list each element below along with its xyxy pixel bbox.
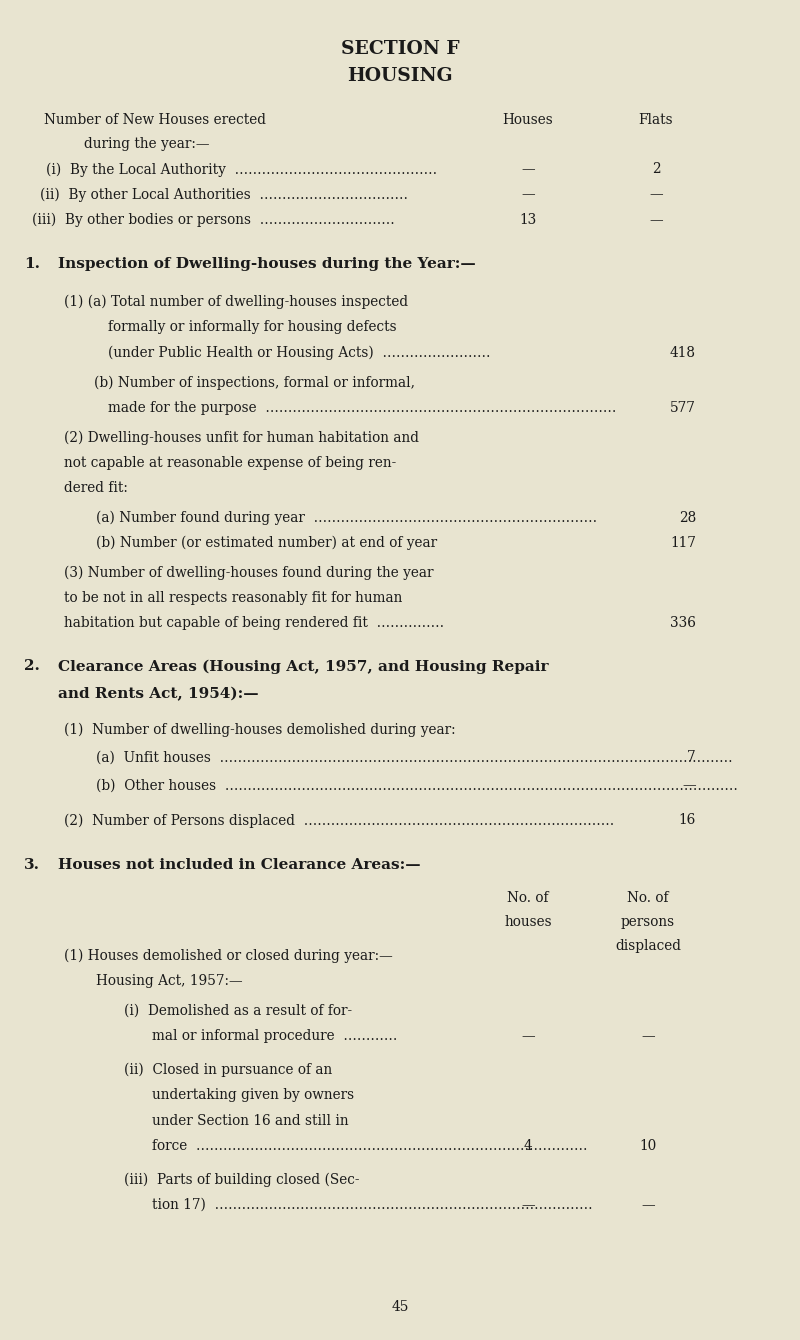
Text: displaced: displaced: [615, 939, 681, 953]
Text: Number of New Houses erected: Number of New Houses erected: [44, 113, 266, 126]
Text: dered fit:: dered fit:: [64, 481, 128, 494]
Text: 3.: 3.: [24, 858, 40, 871]
Text: Houses: Houses: [502, 113, 554, 126]
Text: (a)  Unfit houses  ……………………………………………………………………………………………………: (a) Unfit houses ………………………………………………………………: [96, 750, 733, 764]
Text: —: —: [641, 1198, 655, 1211]
Text: 577: 577: [670, 401, 696, 414]
Text: houses: houses: [504, 915, 552, 929]
Text: (2)  Number of Persons displaced  ……………………………………………………………: (2) Number of Persons displaced ………………………: [64, 813, 614, 828]
Text: (1) Houses demolished or closed during year:—: (1) Houses demolished or closed during y…: [64, 949, 393, 963]
Text: 16: 16: [678, 813, 696, 827]
Text: Inspection of Dwelling-houses during the Year:—: Inspection of Dwelling-houses during the…: [58, 257, 475, 271]
Text: —: —: [521, 1029, 535, 1043]
Text: Housing Act, 1957:—: Housing Act, 1957:—: [96, 974, 242, 988]
Text: made for the purpose  ……………………………………………………………………: made for the purpose ……………………………………………………: [108, 401, 616, 414]
Text: —: —: [649, 213, 663, 226]
Text: —: —: [521, 1198, 535, 1211]
Text: —: —: [649, 188, 663, 201]
Text: persons: persons: [621, 915, 675, 929]
Text: force  ……………………………………………………………………………: force ……………………………………………………………………………: [152, 1139, 587, 1152]
Text: —: —: [682, 779, 696, 792]
Text: HOUSING: HOUSING: [347, 67, 453, 84]
Text: SECTION F: SECTION F: [341, 40, 459, 58]
Text: 2: 2: [652, 162, 660, 176]
Text: Clearance Areas (Housing Act, 1957, and Housing Repair: Clearance Areas (Housing Act, 1957, and …: [58, 659, 548, 674]
Text: 7: 7: [687, 750, 696, 764]
Text: —: —: [521, 188, 535, 201]
Text: 117: 117: [670, 536, 696, 549]
Text: 1.: 1.: [24, 257, 40, 271]
Text: 13: 13: [519, 213, 537, 226]
Text: 45: 45: [391, 1300, 409, 1313]
Text: 10: 10: [639, 1139, 657, 1152]
Text: during the year:—: during the year:—: [84, 137, 210, 150]
Text: (1) (a) Total number of dwelling-houses inspected: (1) (a) Total number of dwelling-houses …: [64, 295, 408, 310]
Text: 4: 4: [524, 1139, 532, 1152]
Text: 2.: 2.: [24, 659, 40, 673]
Text: (ii)  By other Local Authorities  ……………………………: (ii) By other Local Authorities ………………………: [40, 188, 408, 202]
Text: tion 17)  …………………………………………………………………………: tion 17) …………………………………………………………………………: [152, 1198, 593, 1211]
Text: (iii)  By other bodies or persons  …………………………: (iii) By other bodies or persons ……………………: [32, 213, 394, 228]
Text: and Rents Act, 1954):—: and Rents Act, 1954):—: [58, 687, 258, 702]
Text: (under Public Health or Housing Acts)  ……………………: (under Public Health or Housing Acts) ………: [108, 346, 490, 360]
Text: (b) Number (or estimated number) at end of year: (b) Number (or estimated number) at end …: [96, 536, 437, 551]
Text: (ii)  Closed in pursuance of an: (ii) Closed in pursuance of an: [124, 1063, 332, 1077]
Text: undertaking given by owners: undertaking given by owners: [152, 1088, 354, 1101]
Text: —: —: [521, 162, 535, 176]
Text: (b)  Other houses  ……………………………………………………………………………………………………: (b) Other houses ………………………………………………………………: [96, 779, 738, 792]
Text: (3) Number of dwelling-houses found during the year: (3) Number of dwelling-houses found duri…: [64, 565, 434, 580]
Text: (1)  Number of dwelling-houses demolished during year:: (1) Number of dwelling-houses demolished…: [64, 722, 456, 737]
Text: (i)  Demolished as a result of for-: (i) Demolished as a result of for-: [124, 1004, 352, 1017]
Text: under Section 16 and still in: under Section 16 and still in: [152, 1114, 349, 1127]
Text: not capable at reasonable expense of being ren-: not capable at reasonable expense of bei…: [64, 456, 396, 469]
Text: (a) Number found during year  ………………………………………………………: (a) Number found during year ………………………………: [96, 511, 597, 525]
Text: No. of: No. of: [507, 891, 549, 904]
Text: 28: 28: [678, 511, 696, 524]
Text: to be not in all respects reasonably fit for human: to be not in all respects reasonably fit…: [64, 591, 402, 604]
Text: habitation but capable of being rendered fit  ……………: habitation but capable of being rendered…: [64, 616, 444, 630]
Text: (i)  By the Local Authority  ………………………………………: (i) By the Local Authority ……………………………………: [46, 162, 437, 177]
Text: No. of: No. of: [627, 891, 669, 904]
Text: Houses not included in Clearance Areas:—: Houses not included in Clearance Areas:—: [58, 858, 420, 871]
Text: formally or informally for housing defects: formally or informally for housing defec…: [108, 320, 397, 334]
Text: (2) Dwelling-houses unfit for human habitation and: (2) Dwelling-houses unfit for human habi…: [64, 430, 419, 445]
Text: —: —: [641, 1029, 655, 1043]
Text: 418: 418: [670, 346, 696, 359]
Text: mal or informal procedure  …………: mal or informal procedure …………: [152, 1029, 398, 1043]
Text: (b) Number of inspections, formal or informal,: (b) Number of inspections, formal or inf…: [94, 375, 415, 390]
Text: 336: 336: [670, 616, 696, 630]
Text: Flats: Flats: [638, 113, 674, 126]
Text: (iii)  Parts of building closed (Sec-: (iii) Parts of building closed (Sec-: [124, 1172, 359, 1187]
